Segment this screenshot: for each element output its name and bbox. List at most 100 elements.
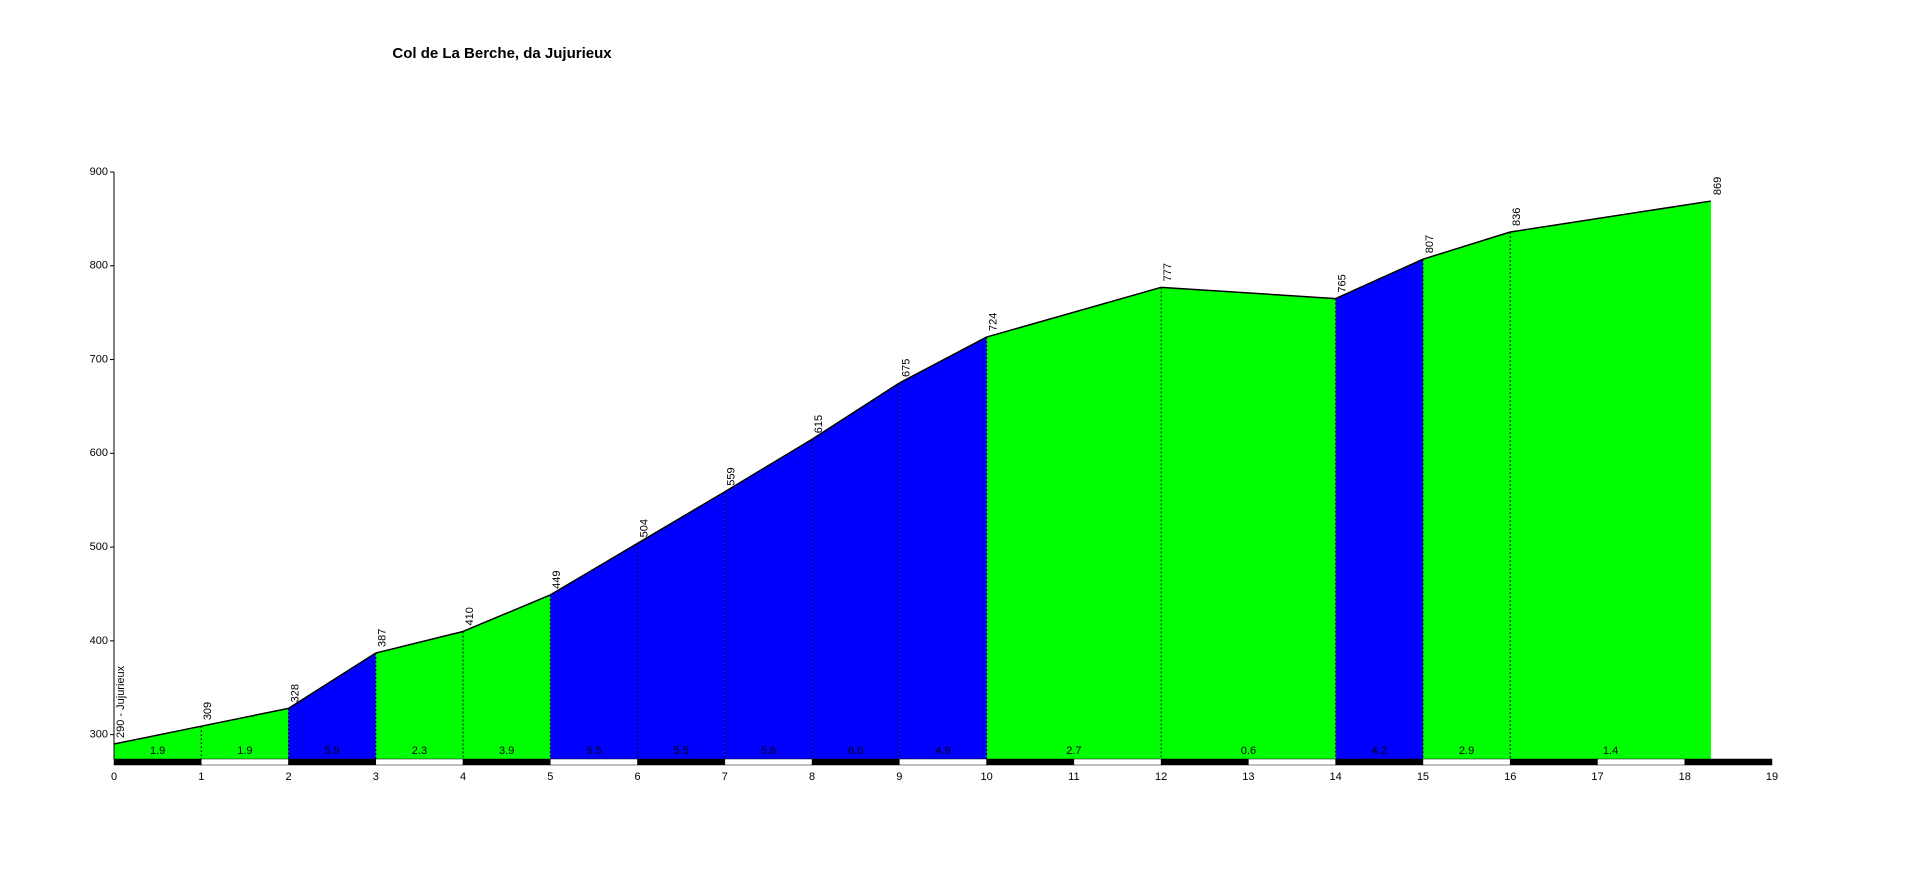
gradient-label: 2.7: [1066, 745, 1081, 757]
x-tick-label: 15: [1417, 771, 1429, 783]
elevation-label: 777: [1162, 263, 1174, 281]
x-tick-label: 17: [1591, 771, 1603, 783]
segment-area: [1161, 287, 1336, 759]
x-tick-label: 18: [1679, 771, 1691, 783]
gradient-label: 6.0: [848, 745, 863, 757]
km-strip: [986, 758, 1075, 766]
x-tick-label: 9: [896, 771, 902, 783]
profile-line: [899, 336, 987, 384]
profile-line: [1161, 286, 1336, 300]
elevation-label: 290 - Jujurieux: [115, 665, 127, 738]
gradient-label: 1.9: [150, 745, 165, 757]
elevation-label: 869: [1712, 177, 1724, 195]
gradient-label: 2.3: [412, 745, 427, 757]
segment-area: [1510, 201, 1711, 759]
x-tick-label: 19: [1766, 771, 1778, 783]
profile-line: [113, 725, 202, 745]
gradient-label: 5.5: [586, 745, 601, 757]
gradient-label: 5.9: [325, 745, 340, 757]
gradient-label: 4.9: [935, 745, 950, 757]
y-tick-label: 700: [90, 353, 108, 365]
segment-area: [1335, 259, 1423, 759]
x-tick-label: 6: [635, 771, 641, 783]
segment-area: [986, 287, 1162, 759]
segment-area: [550, 543, 638, 759]
km-strip: [811, 758, 900, 766]
elevation-label: 615: [813, 415, 825, 433]
y-tick-label: 300: [90, 729, 108, 741]
elevation-label: 675: [900, 359, 912, 377]
km-strip: [637, 758, 726, 766]
km-strip: [462, 758, 551, 766]
elevation-label: 836: [1511, 208, 1523, 226]
km-strip: [724, 758, 813, 766]
elevation-label: 449: [551, 571, 563, 589]
km-strip: [1597, 758, 1685, 766]
profile-line: [549, 542, 638, 596]
x-tick-label: 4: [460, 771, 466, 783]
segment-area: [899, 337, 987, 759]
profile-line: [288, 652, 377, 709]
elevation-label: 724: [988, 313, 1000, 331]
x-tick-label: 14: [1330, 771, 1342, 783]
x-tick-label: 5: [547, 771, 553, 783]
elevation-label: 504: [638, 519, 650, 537]
elevation-label: 328: [289, 684, 301, 702]
km-strip: [288, 758, 377, 766]
elevation-label: 559: [726, 467, 738, 485]
km-strip: [1684, 758, 1773, 766]
profile-line: [637, 491, 726, 544]
profile-line: [986, 286, 1162, 338]
gradient-label: 3.9: [499, 745, 514, 757]
gradient-label: 2.9: [1459, 745, 1474, 757]
x-tick-label: 3: [373, 771, 379, 783]
km-strip: [113, 758, 202, 766]
profile-line: [462, 594, 551, 633]
km-strip: [899, 758, 987, 766]
segment-area: [114, 726, 202, 759]
elevation-label: 309: [202, 702, 214, 720]
km-strip: [1248, 758, 1336, 766]
km-strip: [1335, 758, 1424, 766]
elevation-label: 410: [464, 607, 476, 625]
segment-area: [375, 631, 464, 759]
profile-line: [811, 382, 900, 440]
x-tick-label: 0: [111, 771, 117, 783]
km-strip: [1160, 758, 1249, 766]
x-tick-label: 12: [1155, 771, 1167, 783]
y-tick-label: 400: [90, 635, 108, 647]
km-strip: [201, 758, 289, 766]
x-tick-label: 7: [722, 771, 728, 783]
segment-area: [463, 594, 551, 759]
gradient-label: 1.4: [1603, 745, 1618, 757]
x-tick-label: 11: [1068, 771, 1079, 783]
segment-area: [812, 382, 900, 759]
x-tick-label: 10: [981, 771, 993, 783]
gradient-label: 5.5: [674, 745, 689, 757]
segment-area: [724, 439, 813, 759]
km-strip: [550, 758, 638, 766]
x-tick-label: 2: [285, 771, 291, 783]
gradient-label: 4.2: [1372, 745, 1387, 757]
profile-line: [201, 707, 289, 727]
elevation-label: 765: [1337, 274, 1349, 292]
segment-area: [288, 653, 376, 759]
profile-line: [375, 630, 464, 654]
segment-area: [637, 491, 725, 759]
km-strip: [1509, 758, 1598, 766]
y-tick-label: 500: [90, 541, 108, 553]
km-strip: [1073, 758, 1162, 766]
profile-line: [1422, 231, 1511, 260]
x-tick-label: 16: [1504, 771, 1516, 783]
x-tick-label: 13: [1242, 771, 1254, 783]
profile-line: [1510, 200, 1712, 233]
profile-line: [1335, 258, 1424, 300]
y-tick-label: 900: [90, 166, 108, 178]
chart-title: Col de La Berche, da Jujurieux: [392, 45, 612, 62]
elevation-label: 387: [377, 629, 389, 647]
profile-line: [724, 438, 813, 493]
gradient-label: 1.9: [237, 745, 252, 757]
segment-area: [1422, 232, 1511, 759]
gradient-label: 5.6: [761, 745, 776, 757]
